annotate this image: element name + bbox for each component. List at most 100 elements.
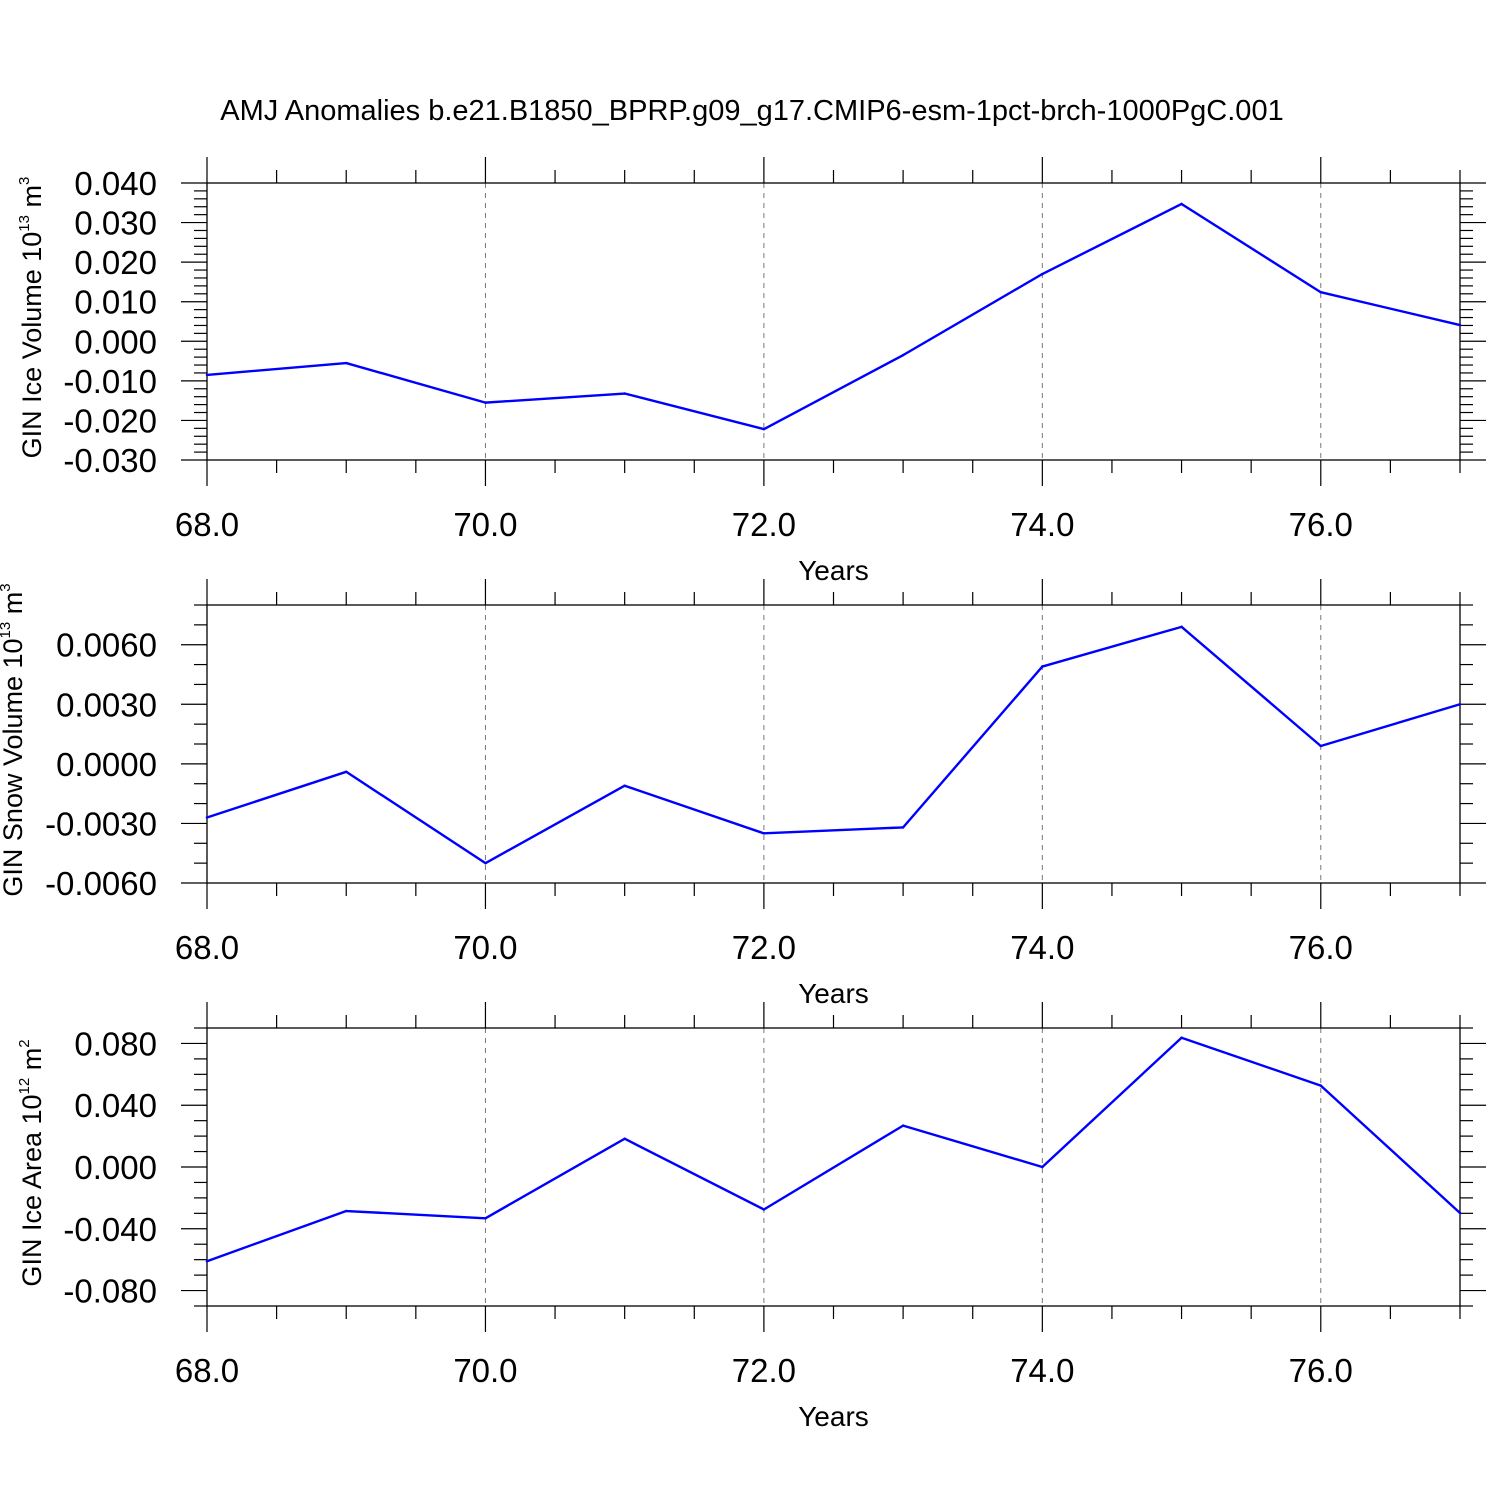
y-tick-label: -0.0060 <box>45 865 157 902</box>
series-line-segment <box>345 361 487 404</box>
data-point <box>1319 291 1322 294</box>
data-point <box>901 1124 905 1127</box>
series-line-segment <box>345 770 487 865</box>
series-line-segment <box>623 392 766 431</box>
y-tick-label: -0.0030 <box>45 805 157 842</box>
x-tick-label: 72.0 <box>732 1352 796 1389</box>
y-tick-label: -0.080 <box>63 1273 157 1310</box>
series-line-segment <box>1319 291 1462 327</box>
y-tick-label: -0.040 <box>63 1211 157 1248</box>
data-point <box>1458 323 1462 327</box>
series-line-segment <box>1041 1036 1183 1169</box>
data-point <box>1180 202 1183 206</box>
y-tick-label: 0.010 <box>74 284 157 321</box>
y-label-unit-exponent: 3 <box>16 177 33 185</box>
y-axis-label: GIN Ice Volume 1013 m3 <box>16 177 47 459</box>
y-label-text: GIN Ice Volume 10 <box>17 232 47 459</box>
data-point <box>762 427 766 431</box>
data-point <box>1180 1036 1183 1039</box>
data-point <box>205 373 209 377</box>
data-point <box>1041 665 1044 668</box>
series-line-segment <box>1319 703 1462 748</box>
data-point <box>1319 1084 1322 1087</box>
series-line-segment <box>762 1124 905 1211</box>
y-tick-label: 0.0060 <box>56 627 157 664</box>
data-point <box>1041 272 1044 276</box>
y-tick-label: 0.030 <box>74 205 157 242</box>
data-point <box>205 1260 209 1263</box>
series-line-segment <box>1041 625 1183 668</box>
y-tick-label: 0.000 <box>74 1149 157 1186</box>
y-tick-label: -0.020 <box>63 402 157 439</box>
y-label-exponent: 13 <box>0 622 14 639</box>
series-line-segment <box>762 353 905 431</box>
x-tick-label: 70.0 <box>453 506 517 543</box>
x-tick-label: 72.0 <box>732 506 796 543</box>
x-tick-label: 68.0 <box>175 1352 239 1389</box>
y-tick-label: -0.030 <box>63 442 157 479</box>
chart-title: AMJ Anomalies b.e21.B1850_BPRP.g09_g17.C… <box>220 95 1283 127</box>
series-line-segment <box>901 1124 1044 1169</box>
series-line-segment <box>762 826 905 835</box>
chart-panel-2: 68.0 70.0 72.0 74.0 76.0 -0.0060 -0.0030 0.0000… <box>0 579 1486 1009</box>
data-point <box>205 816 209 819</box>
y-label-unit: m <box>0 592 28 622</box>
y-tick-label: 0.020 <box>74 244 157 281</box>
x-tick-label: 76.0 <box>1289 1352 1353 1389</box>
series-line-segment <box>1319 1084 1462 1215</box>
y-tick-label: 0.0030 <box>56 686 157 723</box>
series-line-segment <box>484 784 626 865</box>
x-tick-label: 68.0 <box>175 506 239 543</box>
y-label-unit: m <box>17 1048 47 1078</box>
series-line-segment <box>345 1209 487 1220</box>
y-label-unit: m <box>17 185 47 215</box>
y-label-unit-exponent: 3 <box>0 583 14 591</box>
series-line-segment <box>484 1137 626 1220</box>
plot-frame <box>206 182 1461 461</box>
x-tick-label: 74.0 <box>1010 506 1074 543</box>
y-tick-label: 0.040 <box>74 165 157 202</box>
y-axis-label: GIN Snow Volume 1013 m3 <box>0 583 28 896</box>
data-point <box>762 1208 766 1211</box>
series-line-segment <box>1180 1036 1322 1087</box>
data-point <box>762 832 766 835</box>
data-point <box>623 1137 626 1140</box>
data-point <box>1458 1211 1462 1215</box>
y-label-unit-exponent: 2 <box>16 1039 33 1047</box>
data-point <box>901 826 905 829</box>
x-axis-label: Years <box>798 1401 869 1432</box>
y-tick-label: 0.0000 <box>56 746 157 783</box>
data-point <box>484 401 487 404</box>
series-line-segment <box>205 770 348 819</box>
series-line-segment <box>205 361 348 377</box>
data-point <box>345 1209 348 1213</box>
y-tick-label: 0.000 <box>74 323 157 360</box>
data-point <box>623 784 626 787</box>
x-tick-label: 70.0 <box>453 1352 517 1389</box>
x-tick-label: 70.0 <box>453 929 517 966</box>
x-axis-label: Years <box>798 978 869 1009</box>
series-line-segment <box>205 1209 348 1263</box>
y-tick-label: 0.040 <box>74 1087 157 1124</box>
x-tick-label: 72.0 <box>732 929 796 966</box>
data-point <box>484 1217 487 1220</box>
series-line-segment <box>484 392 626 404</box>
series-line-segment <box>901 272 1044 357</box>
data-point <box>1319 744 1322 748</box>
y-axis-label: GIN Ice Area 1012 m2 <box>16 1039 47 1286</box>
x-tick-label: 68.0 <box>175 929 239 966</box>
data-point <box>901 353 905 357</box>
y-label-text: GIN Ice Area 10 <box>17 1094 47 1286</box>
series-line-segment <box>623 1137 766 1211</box>
chart-panel-3: 68.0 70.0 72.0 74.0 76.0 -0.080 -0.040 0.000 0.0… <box>16 1002 1486 1432</box>
x-axis-label: Years <box>798 555 869 586</box>
data-point <box>345 770 348 773</box>
y-label-exponent: 13 <box>16 215 33 232</box>
data-point <box>484 861 487 865</box>
chart-panel-1: 68.0 70.0 72.0 74.0 76.0-0.030-0.020-0.0100.… <box>16 157 1486 586</box>
series-line-segment <box>1180 625 1322 748</box>
data-point <box>1180 625 1183 629</box>
series-line-segment <box>901 665 1044 829</box>
data-point <box>623 392 626 395</box>
